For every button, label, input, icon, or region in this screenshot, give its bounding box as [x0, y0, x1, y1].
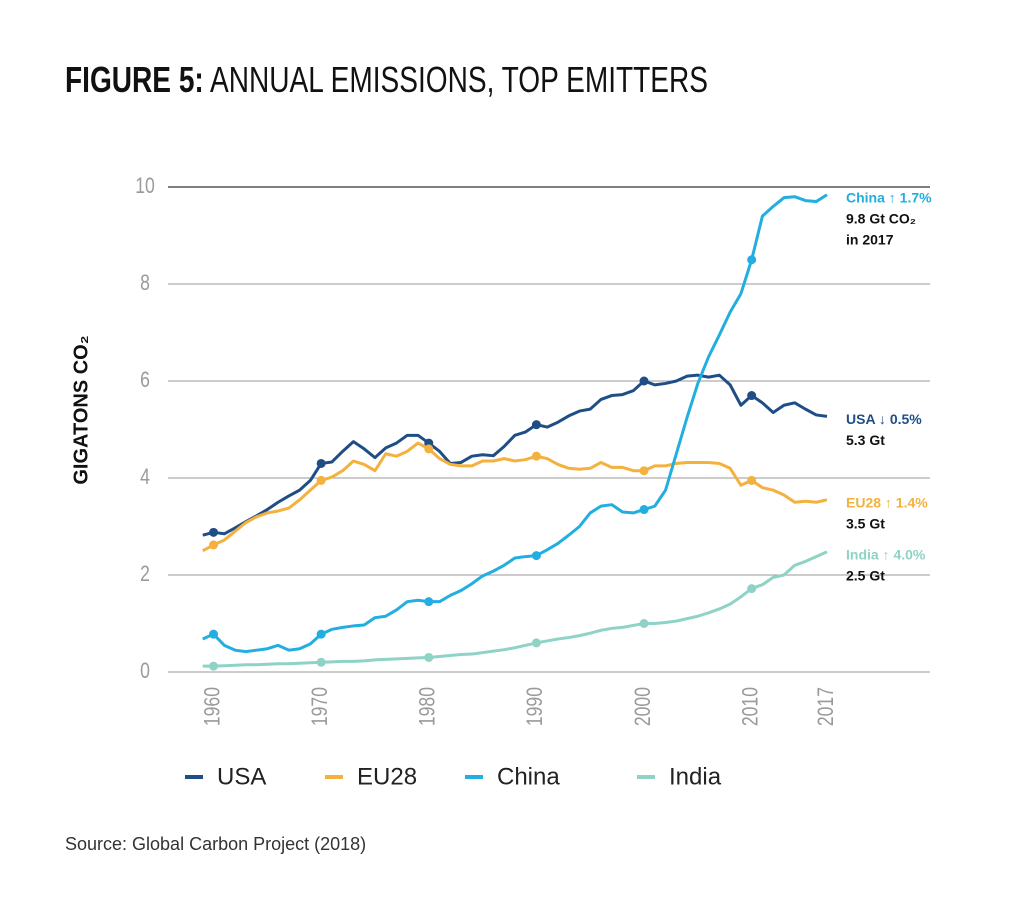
point-marker: [316, 458, 326, 468]
annotation: 9.8 Gt CO₂: [846, 210, 916, 226]
x-tick-label: 1990: [523, 687, 547, 726]
annotation: USA ↓ 0.5%: [846, 411, 922, 427]
point-marker: [531, 638, 541, 648]
x-tick-group: 1970: [308, 687, 332, 726]
annotation: in 2017: [846, 231, 894, 247]
annotation: 2.5 Gt: [846, 567, 885, 583]
annotation: 5.3 Gt: [846, 432, 885, 448]
x-tick-label: 1970: [308, 687, 332, 726]
point-marker: [209, 540, 219, 550]
title-label: FIGURE 5: ANNUAL EMISSIONS, TOP EMITTERS: [65, 59, 708, 99]
series-line: [202, 441, 828, 553]
legend-label: EU28: [357, 763, 417, 790]
point-marker: [316, 657, 326, 667]
y-tick-label: 6: [140, 368, 150, 392]
y-tick-group: 6: [140, 368, 150, 392]
y-tick-label: 0: [140, 659, 150, 683]
title-group: FIGURE 5: ANNUAL EMISSIONS, TOP EMITTERS: [65, 59, 708, 99]
annotation: 3.5 Gt: [846, 516, 885, 532]
x-tick-group: 1990: [523, 687, 547, 726]
y-tick-group: 4: [140, 465, 150, 489]
point-marker: [639, 376, 649, 386]
x-tick-label: 1980: [416, 687, 440, 726]
legend-label: China: [497, 763, 560, 790]
annotation: China ↑ 1.7%: [846, 189, 932, 205]
series-line: [202, 550, 828, 668]
legend-label: India: [669, 763, 722, 790]
series-line: [202, 373, 828, 537]
y-tick-label: 10: [135, 174, 155, 198]
y-tick-group: 2: [140, 562, 150, 586]
point-marker: [316, 629, 326, 639]
point-marker: [424, 444, 434, 454]
point-marker: [639, 466, 649, 476]
y-tick-label: 4: [140, 465, 150, 489]
point-marker: [531, 420, 541, 430]
point-marker: [209, 629, 219, 639]
y-tick-label: 8: [140, 271, 150, 295]
x-tick-label: 2000: [631, 687, 655, 726]
annotation: EU28 ↑ 1.4%: [846, 495, 928, 511]
x-tick-group: 1960: [201, 687, 225, 726]
point-marker: [316, 475, 326, 485]
point-marker: [424, 597, 434, 607]
legend-label: USA: [217, 763, 266, 790]
x-tick-group: 2017: [814, 687, 838, 726]
y-tick-group: 8: [140, 271, 150, 295]
x-tick-group: 2000: [631, 687, 655, 726]
annotation: India ↑ 4.0%: [846, 546, 926, 562]
source: Source: Global Carbon Project (2018): [65, 834, 366, 854]
point-marker: [531, 451, 541, 461]
point-marker: [747, 475, 757, 485]
chart-title: ANNUAL EMISSIONS, TOP EMITTERS: [210, 59, 708, 99]
title-label-text: FIGURE 5:: [65, 59, 204, 99]
x-tick-label: 2010: [739, 687, 763, 726]
point-marker: [639, 505, 649, 515]
point-marker: [747, 391, 757, 401]
series-line: [202, 193, 828, 654]
x-tick-group: 2010: [739, 687, 763, 726]
x-tick-group: 1980: [416, 687, 440, 726]
y-tick-group: 10: [135, 174, 155, 198]
point-marker: [747, 255, 757, 265]
y-tick-group: 0: [140, 659, 150, 683]
point-marker: [209, 661, 219, 671]
x-tick-label: 2017: [814, 687, 838, 726]
x-tick-label: 1960: [201, 687, 225, 726]
point-marker: [209, 527, 219, 537]
point-marker: [424, 652, 434, 662]
point-marker: [747, 584, 757, 594]
point-marker: [531, 551, 541, 561]
y-axis-label: GIGATONS CO₂: [70, 335, 92, 484]
point-marker: [639, 619, 649, 628]
y-tick-label: 2: [140, 562, 150, 586]
